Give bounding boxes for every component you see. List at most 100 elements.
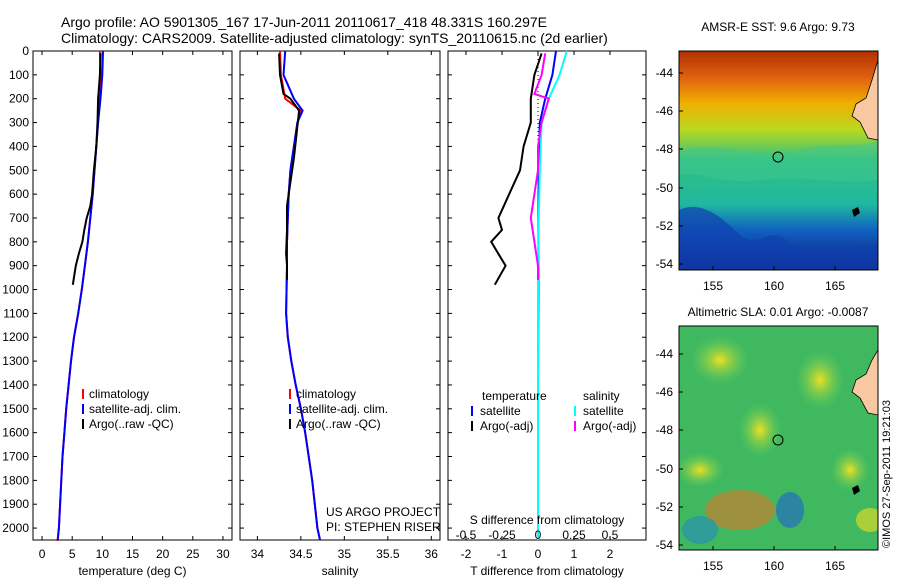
- series-line-3-3: [537, 50, 568, 540]
- legend-label: satellite: [480, 404, 521, 418]
- legend-label: satellite-adj. clim.: [89, 402, 181, 416]
- x2-tick-label: 0.25: [562, 528, 586, 542]
- header-line2: Climatology: CARS2009. Satellite-adjuste…: [61, 30, 608, 46]
- y-tick-label: 1900: [2, 497, 29, 511]
- sla-map-title: Altimetric SLA: 0.01 Argo: -0.0087: [688, 305, 869, 319]
- series-line-1-1: [56, 50, 102, 541]
- map-x-tick-label: 155: [703, 279, 723, 293]
- x-tick-label: 0: [39, 547, 46, 561]
- x-tick-label: 10: [96, 547, 110, 561]
- x-tick-label: 25: [186, 547, 200, 561]
- y-tick-label: 600: [9, 187, 29, 201]
- y-tick-label: 2000: [2, 521, 29, 535]
- y-tick-label: 1300: [2, 354, 29, 368]
- annotation-line2: PI: STEPHEN RISER: [326, 520, 441, 534]
- sla-argo-location-marker: [772, 434, 784, 446]
- legend-label: climatology: [89, 387, 149, 401]
- y-tick-label: 0: [22, 44, 29, 58]
- map-x-tick-label: 155: [703, 559, 723, 573]
- legend-label: climatology: [296, 387, 356, 401]
- x-axis-label: temperature (deg C): [78, 564, 186, 578]
- map-y-tick-label: -46: [656, 104, 674, 118]
- x2-tick-label: 0: [535, 528, 542, 542]
- map-y-tick-label: -50: [656, 462, 674, 476]
- map-y-tick-label: -44: [656, 347, 674, 361]
- map-y-tick-label: -50: [656, 181, 674, 195]
- x-axis-label: T difference from climatology: [470, 564, 624, 578]
- map-x-tick-label: 165: [825, 279, 845, 293]
- map-x-tick-label: 160: [764, 559, 784, 573]
- x-tick-label: 15: [126, 547, 140, 561]
- x-tick-label: 35: [338, 547, 352, 561]
- y-tick-label: 400: [9, 139, 29, 153]
- map-y-tick-label: -52: [656, 219, 674, 233]
- series-line-2-2: [282, 50, 321, 541]
- y-tick-label: 1100: [3, 306, 29, 320]
- legend-label: satellite: [583, 404, 624, 418]
- map-y-tick-label: -46: [656, 385, 674, 399]
- map-y-tick-label: -52: [656, 500, 674, 514]
- header-line1: Argo profile: AO 5901305_167 17-Jun-2011…: [61, 14, 547, 30]
- x-tick-label: 2: [607, 547, 614, 561]
- map-x-tick-label: 165: [825, 559, 845, 573]
- profile-panel-2: 34 34.5 35 35.5 36 salinity: [239, 50, 441, 578]
- series-line-2-3: [278, 53, 301, 280]
- y-tick-label: 100: [9, 68, 29, 82]
- y-tick-label: 1400: [2, 378, 29, 392]
- x-tick-label: 35.5: [376, 547, 400, 561]
- map-y-tick-label: -48: [656, 423, 674, 437]
- y-tick-label: 1500: [2, 402, 29, 416]
- profile-panel-3: -2 -1 0 1 2 T difference from climatology: [447, 50, 647, 578]
- y-tick-label: 800: [9, 235, 29, 249]
- sla-map: Altimetric SLA: 0.01 Argo: -0.0087: [678, 305, 879, 551]
- legend-label: Argo(-adj): [480, 419, 533, 433]
- panel-frame: [239, 50, 441, 541]
- x-tick-label: 30: [216, 547, 230, 561]
- x-tick-label: 36: [425, 547, 439, 561]
- series-line-3-4: [529, 53, 551, 280]
- legend-label: satellite-adj. clim.: [296, 402, 388, 416]
- x-tick-label: 34.5: [289, 547, 313, 561]
- y-tick-label: 500: [9, 163, 29, 177]
- y-tick-label: 200: [9, 92, 29, 106]
- annotation-line1: US ARGO PROJECT: [326, 505, 441, 519]
- map-y-tick-label: -54: [656, 257, 674, 271]
- legend-title: temperature: [482, 389, 547, 403]
- x-tick-label: 20: [156, 547, 170, 561]
- series-line-3-2: [489, 53, 543, 286]
- y-tick-label: 1000: [2, 283, 29, 297]
- x2-tick-label: -0.25: [488, 528, 516, 542]
- map-y-tick-label: -48: [656, 142, 674, 156]
- sst-map: AMSR-E SST: 9.6 Argo: 9.73: [678, 20, 879, 271]
- x-tick-label: -1: [497, 547, 508, 561]
- map-y-tick-label: -54: [656, 538, 674, 552]
- x-axis-label: salinity: [322, 564, 359, 578]
- y-tick-label: 1600: [2, 426, 29, 440]
- y-tick-label: 900: [9, 259, 29, 273]
- map-y-tick-label: -44: [656, 66, 674, 80]
- legend-label: Argo(-adj): [583, 419, 636, 433]
- x-tick-label: 1: [571, 547, 578, 561]
- y-tick-label: 1700: [2, 450, 29, 464]
- legend-title: salinity: [583, 389, 620, 403]
- sst-argo-location-marker: [772, 151, 784, 163]
- x-tick-label: 0: [535, 547, 542, 561]
- sst-map-title: AMSR-E SST: 9.6 Argo: 9.73: [701, 20, 855, 34]
- legend-label: Argo(..raw -QC): [296, 417, 381, 431]
- panel-frame: [447, 50, 647, 541]
- x2-tick-label: -0.5: [456, 528, 477, 542]
- map-x-tick-label: 160: [764, 279, 784, 293]
- series-line-1-3: [71, 53, 102, 285]
- series-line-1-2: [56, 50, 104, 541]
- x2-tick-label: 0.5: [602, 528, 619, 542]
- y-tick-label: 700: [9, 211, 29, 225]
- credit-text: ©IMOS 27-Sep-2011 19:21:03: [881, 400, 893, 548]
- legend-label: Argo(..raw -QC): [89, 417, 174, 431]
- y-tick-label: 1200: [2, 330, 29, 344]
- x-tick-label: -2: [461, 547, 472, 561]
- y-tick-label: 300: [9, 116, 29, 130]
- x-tick-label: 5: [69, 547, 76, 561]
- x-axis-label-2: S difference from climatology: [470, 513, 625, 527]
